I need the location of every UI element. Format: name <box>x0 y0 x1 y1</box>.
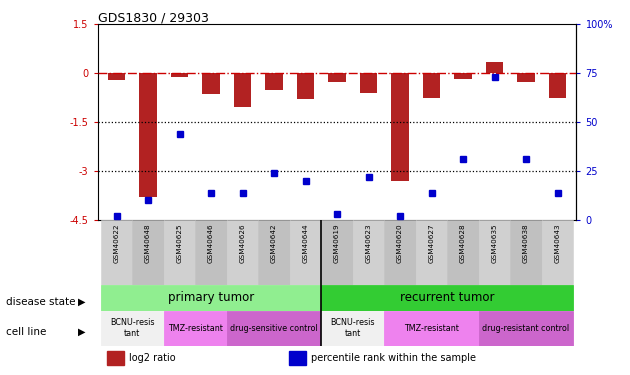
Bar <box>108 73 125 80</box>
Text: log2 ratio: log2 ratio <box>129 353 175 363</box>
Bar <box>164 311 227 346</box>
Text: recurrent tumor: recurrent tumor <box>400 291 495 304</box>
Text: disease state: disease state <box>6 297 76 307</box>
Bar <box>517 73 535 82</box>
Text: GSM40625: GSM40625 <box>176 223 183 263</box>
Text: GSM40623: GSM40623 <box>365 223 372 263</box>
Text: GSM40626: GSM40626 <box>239 223 246 263</box>
Text: GSM40646: GSM40646 <box>208 223 214 263</box>
Text: ▶: ▶ <box>78 297 86 307</box>
Bar <box>479 220 510 285</box>
Text: GSM40619: GSM40619 <box>334 223 340 263</box>
Text: percentile rank within the sample: percentile rank within the sample <box>311 353 476 363</box>
Text: drug-resistant control: drug-resistant control <box>483 324 570 333</box>
Bar <box>423 73 440 98</box>
Bar <box>290 220 321 285</box>
Bar <box>171 73 188 77</box>
Bar <box>384 220 416 285</box>
Bar <box>234 73 251 108</box>
Text: GSM40622: GSM40622 <box>113 223 120 263</box>
Bar <box>202 73 220 94</box>
Bar <box>139 73 157 197</box>
Bar <box>265 73 283 90</box>
Bar <box>510 220 542 285</box>
Bar <box>107 351 124 365</box>
Text: primary tumor: primary tumor <box>168 291 254 304</box>
Text: TMZ-resistant: TMZ-resistant <box>404 324 459 333</box>
Bar <box>549 73 566 98</box>
Bar <box>416 220 447 285</box>
Bar <box>384 311 479 346</box>
Bar <box>132 220 164 285</box>
Text: GSM40643: GSM40643 <box>554 223 561 263</box>
Bar <box>101 311 164 346</box>
Bar <box>227 220 258 285</box>
Text: GSM40635: GSM40635 <box>491 223 498 263</box>
Bar <box>101 285 321 311</box>
Text: GSM40644: GSM40644 <box>302 223 309 263</box>
Bar <box>360 73 377 93</box>
Bar <box>321 220 353 285</box>
Bar <box>447 220 479 285</box>
Text: ▶: ▶ <box>78 327 86 337</box>
Bar <box>289 351 306 365</box>
Bar <box>227 311 321 346</box>
Bar <box>321 285 573 311</box>
Text: cell line: cell line <box>6 327 47 337</box>
Text: BCNU-resis
tant: BCNU-resis tant <box>110 318 154 338</box>
Bar <box>297 73 314 99</box>
Text: GSM40627: GSM40627 <box>428 223 435 263</box>
Text: GSM40642: GSM40642 <box>271 223 277 263</box>
Text: TMZ-resistant: TMZ-resistant <box>168 324 223 333</box>
Bar <box>195 220 227 285</box>
Bar <box>164 220 195 285</box>
Bar <box>353 220 384 285</box>
Text: GSM40620: GSM40620 <box>397 223 403 263</box>
Bar <box>101 220 132 285</box>
Bar <box>321 311 384 346</box>
Text: GSM40648: GSM40648 <box>145 223 151 263</box>
Text: drug-sensitive control: drug-sensitive control <box>230 324 318 333</box>
Text: GSM40628: GSM40628 <box>460 223 466 263</box>
Text: BCNU-resis
tant: BCNU-resis tant <box>331 318 375 338</box>
Bar <box>479 311 573 346</box>
Bar <box>454 73 472 79</box>
Bar <box>486 62 503 73</box>
Bar <box>542 220 573 285</box>
Bar <box>391 73 409 181</box>
Bar <box>258 220 290 285</box>
Bar <box>328 73 346 82</box>
Text: GDS1830 / 29303: GDS1830 / 29303 <box>98 11 209 24</box>
Text: GSM40638: GSM40638 <box>523 223 529 263</box>
